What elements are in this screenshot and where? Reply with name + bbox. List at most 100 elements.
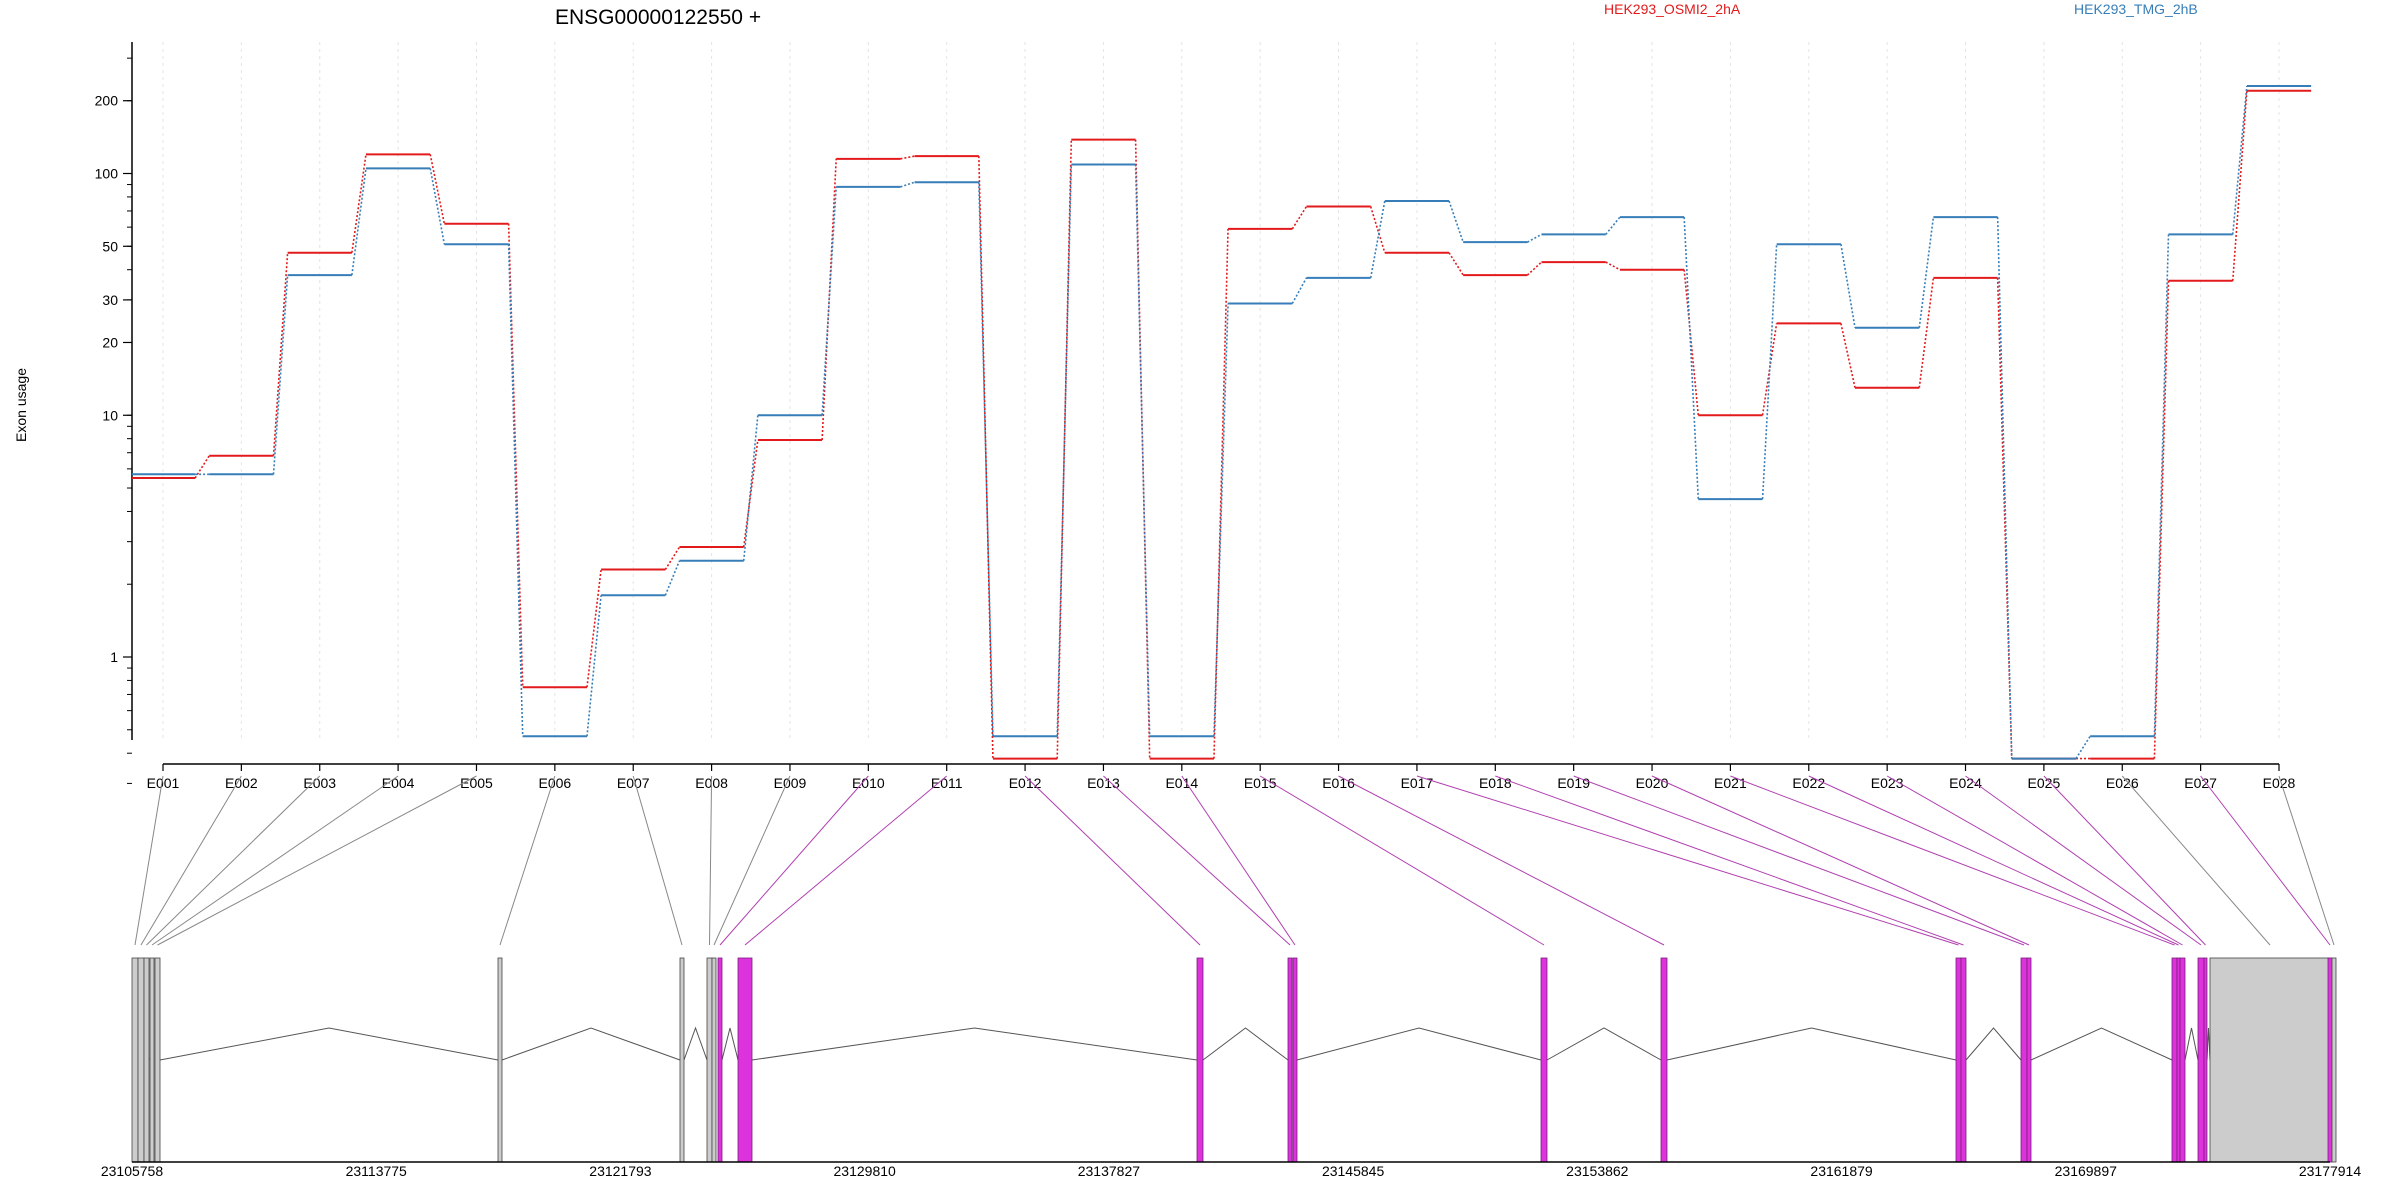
x-tick-label: E009	[774, 775, 807, 791]
series-connector	[900, 181, 915, 188]
x-tick-label: E027	[2184, 775, 2217, 791]
guide-line	[1886, 775, 2183, 946]
intron-line	[501, 1027, 681, 1061]
intron-line	[1202, 1027, 1289, 1061]
series-connector	[1448, 252, 1464, 276]
series-connector	[1761, 244, 1778, 500]
series-connector	[429, 168, 446, 245]
exon-box	[2203, 957, 2208, 1163]
series-connector	[1134, 164, 1151, 737]
exon-box	[2026, 957, 2032, 1163]
x-tick-label: E019	[1557, 775, 1590, 791]
intron-line	[2184, 1027, 2199, 1061]
x-tick-label: E002	[225, 775, 258, 791]
series-connector	[1291, 277, 1308, 304]
x-tick-label: E013	[1087, 775, 1120, 791]
x-tick-label: E007	[617, 775, 650, 791]
series-connector	[2231, 90, 2248, 281]
exon-box	[679, 957, 685, 1163]
y-tick-label: 1	[110, 649, 118, 665]
x-tick-label: E028	[2263, 775, 2296, 791]
series-connector	[351, 168, 367, 276]
exon-box	[737, 957, 753, 1163]
coord-label: 23121793	[589, 1163, 652, 1179]
series-connector	[1056, 164, 1073, 737]
y-tick-label: 100	[95, 166, 119, 182]
exon-guide-lines	[134, 775, 2335, 946]
exon-box	[2171, 957, 2178, 1163]
guide-line	[140, 775, 242, 946]
series-connector	[1291, 206, 1308, 230]
series-connector	[1996, 217, 2013, 759]
series-a	[132, 89, 2312, 760]
series-connector	[742, 415, 759, 561]
coord-label: 23169897	[2055, 1163, 2118, 1179]
guide-line	[632, 775, 683, 946]
guide-line	[499, 775, 556, 946]
guide-line	[1730, 775, 2175, 946]
exon-box	[154, 957, 161, 1163]
series-connector	[272, 252, 289, 456]
x-tick-label: E025	[2028, 775, 2061, 791]
exon-box	[1196, 957, 1204, 1163]
series-lines	[132, 85, 2312, 760]
exon-box	[497, 957, 503, 1163]
exon-box	[2197, 957, 2205, 1163]
y-tick-label: 200	[95, 93, 119, 109]
x-tick-label: E017	[1401, 775, 1434, 791]
intron-line	[2030, 1027, 2173, 1061]
guide-line	[146, 775, 321, 946]
guide-line	[2121, 775, 2271, 946]
series-connector	[742, 439, 759, 548]
series-connector	[429, 154, 446, 224]
guide-line	[1259, 775, 1545, 946]
guide-line	[1416, 775, 1959, 946]
intron-line	[1965, 1027, 2022, 1061]
guide-line	[1573, 775, 2025, 946]
intron-line	[1666, 1027, 1957, 1061]
exon-box	[717, 957, 723, 1163]
series-connector	[194, 455, 210, 479]
legend-series-b: HEK293_TMG_2hB	[2074, 1, 2198, 17]
series-connector	[2075, 735, 2091, 760]
exon-box	[1660, 957, 1668, 1163]
series-connector	[1840, 323, 1856, 388]
guide-line	[719, 775, 869, 946]
genomic-coordinate-axis: 23105758 23113775 23121793 23129810 23137827…	[101, 1161, 2362, 1179]
exon-box	[1955, 957, 1962, 1163]
guide-line	[1181, 775, 1296, 946]
series-connector	[664, 546, 681, 570]
x-axis: E001 E002 E003 E004 E005 E006 E007 E008 E009 E010…	[147, 763, 2296, 791]
series-connector	[586, 569, 602, 688]
series-connector	[1918, 217, 1935, 328]
intron-line	[721, 1027, 739, 1061]
series-connector	[1683, 217, 1700, 500]
series-connector	[1918, 277, 1935, 388]
exon-box	[149, 957, 155, 1163]
guide-line	[1495, 775, 1964, 946]
y-tick-label: 20	[102, 334, 118, 350]
guide-line	[713, 775, 791, 946]
guide-line	[2200, 775, 2331, 946]
coord-label: 23153862	[1566, 1163, 1629, 1179]
series-connector	[2231, 85, 2248, 235]
guide-line	[151, 775, 399, 946]
exon-box	[2020, 957, 2028, 1163]
exon-box	[706, 957, 713, 1163]
series-connector	[978, 156, 994, 759]
x-tick-label: E021	[1714, 775, 1747, 791]
guide-line	[1338, 775, 1665, 946]
x-tick-label: E020	[1636, 775, 1669, 791]
intron-line	[159, 1027, 499, 1061]
coord-label: 23129810	[834, 1163, 897, 1179]
intron-line	[751, 1027, 1198, 1061]
coord-label: 23105758	[101, 1163, 164, 1179]
exon-box	[143, 957, 150, 1163]
x-tick-label: E024	[1949, 775, 1982, 791]
series-connector	[1526, 261, 1543, 276]
coord-label: 23161879	[1810, 1163, 1873, 1179]
coord-label: 23177914	[2299, 1163, 2362, 1179]
y-tick-label: 30	[102, 292, 118, 308]
exon-box	[1960, 957, 1967, 1163]
